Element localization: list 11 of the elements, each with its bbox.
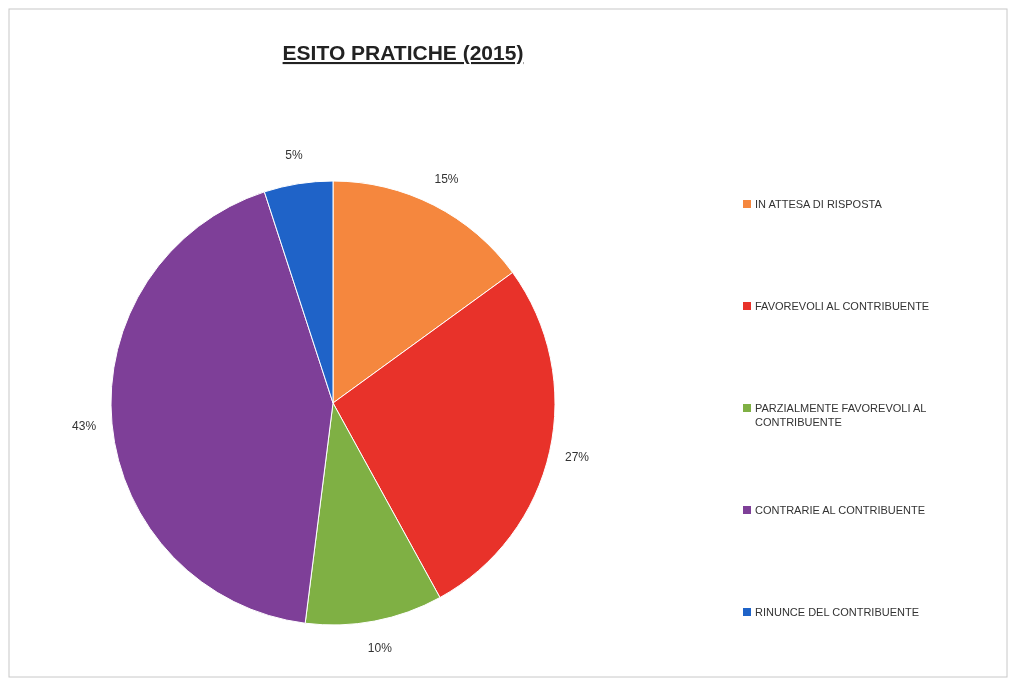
legend-label: PARZIALMENTE FAVOREVOLI AL CONTRIBUENTE <box>755 401 927 428</box>
data-label: 5% <box>285 148 303 163</box>
data-label: 10% <box>367 640 393 655</box>
data-label: 27% <box>564 449 590 464</box>
legend-label: FAVOREVOLI AL CONTRIBUENTE <box>755 299 930 312</box>
data-label: 43% <box>72 418 97 433</box>
data-label: 15% <box>434 172 459 187</box>
chart-title: ESITO PRATICHE (2015) <box>282 41 524 64</box>
legend-label: CONTRARIE AL CONTRIBUENTE <box>755 503 926 516</box>
legend-label: RINUNCE DEL CONTRIBUENTE <box>755 605 919 618</box>
legend-label: IN ATTESA DI RISPOSTA <box>755 197 883 210</box>
